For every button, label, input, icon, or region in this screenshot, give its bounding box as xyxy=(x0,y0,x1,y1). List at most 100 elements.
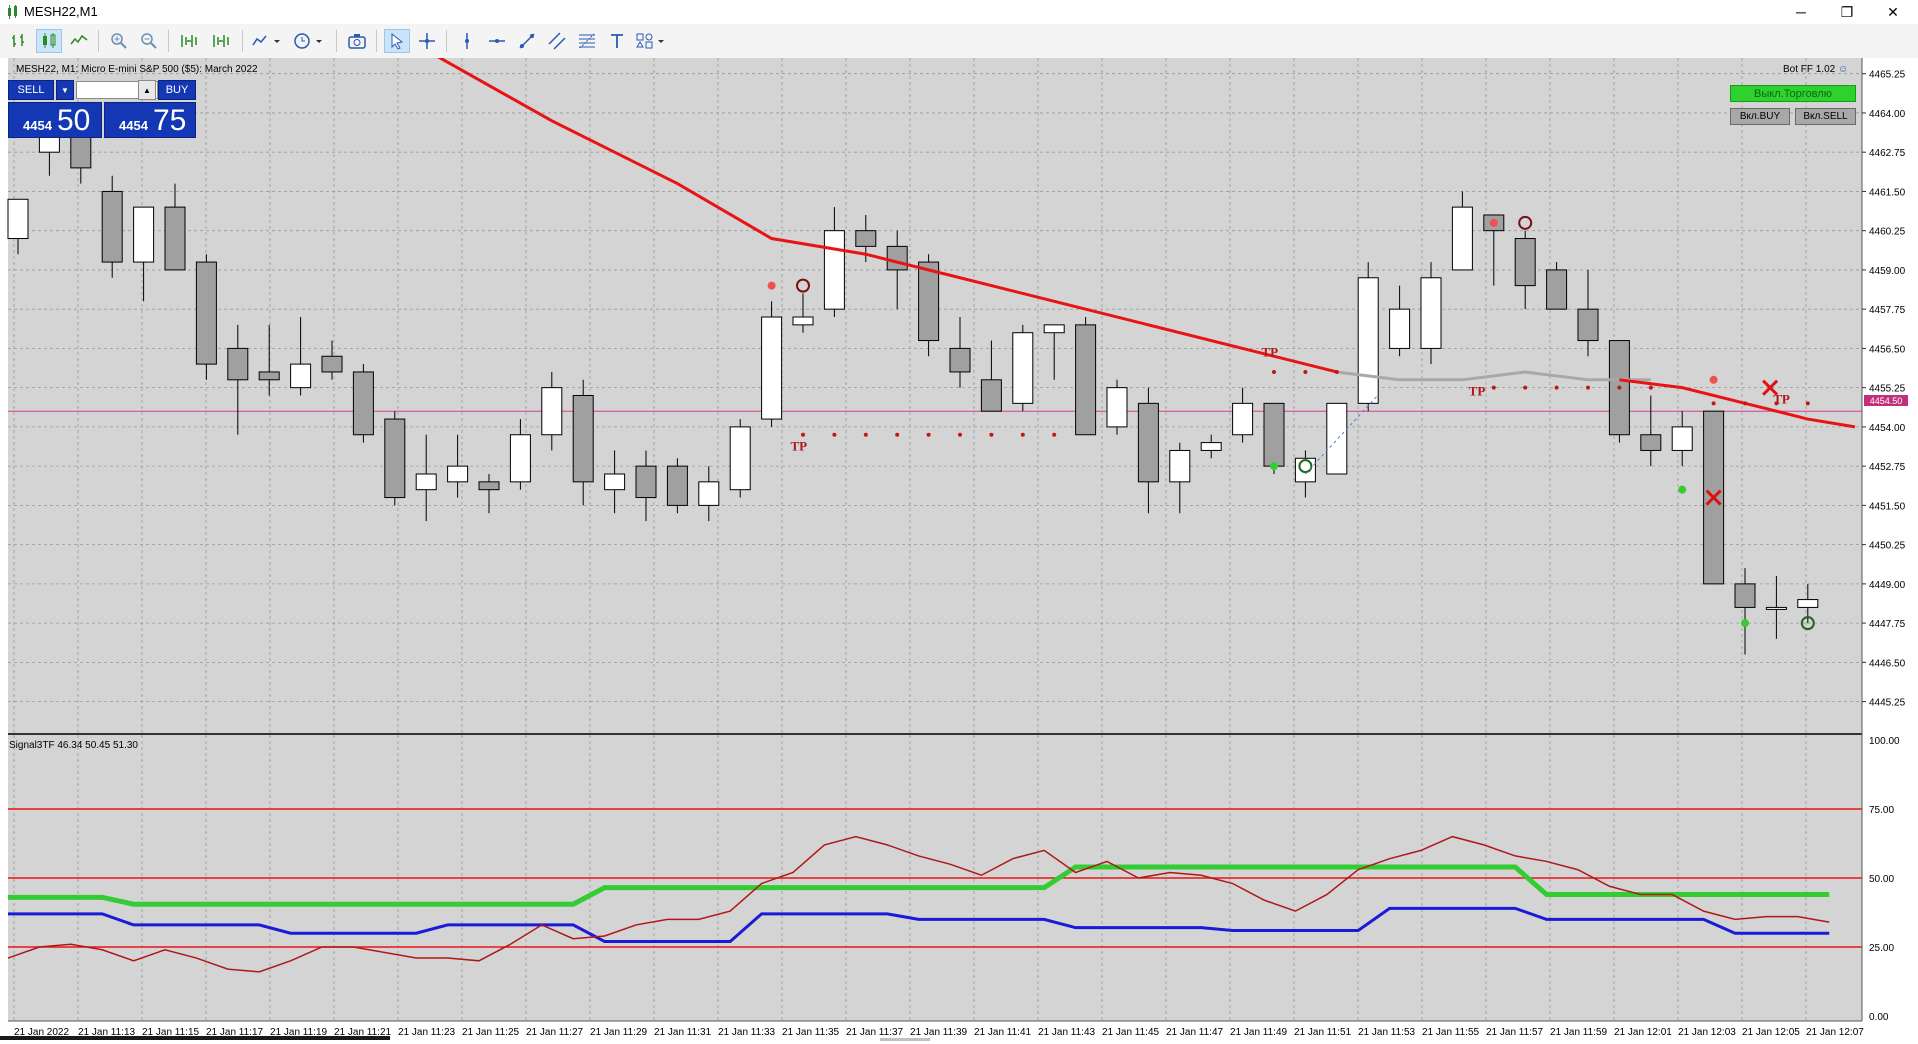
level-dot xyxy=(1272,369,1276,374)
channel-icon xyxy=(548,32,566,50)
price-axis-label: 4447.75 xyxy=(1869,619,1906,630)
one-click-trading-panel: SELL ▼ ▲ BUY 4454 50 4454 75 xyxy=(8,80,196,138)
line-chart-button[interactable] xyxy=(66,29,92,53)
sell-button[interactable]: SELL xyxy=(8,80,54,100)
bot-trading-toggle[interactable]: Выкл.Торговлю xyxy=(1730,85,1856,102)
shapes-button[interactable] xyxy=(634,29,670,53)
candle xyxy=(290,317,312,396)
candle-body-bull xyxy=(7,198,29,240)
candle xyxy=(1577,269,1599,357)
candle-body-bull xyxy=(1326,402,1348,475)
text-icon xyxy=(611,34,623,48)
screenshot-button[interactable] xyxy=(344,29,370,53)
level-dot xyxy=(1648,385,1653,390)
sell-price-box[interactable]: 4454 50 xyxy=(8,102,102,138)
chart-svg[interactable]: 4465.25 4464.00 4462.75 4461.50 4460.25 4459.… xyxy=(0,58,1918,1044)
time-axis-label: 21 Jan 2022 xyxy=(14,1027,69,1038)
time-axis-label: 21 Jan 11:13 xyxy=(78,1027,136,1038)
price-axis-label: 4462.75 xyxy=(1869,148,1906,159)
candle-body-bear xyxy=(1075,324,1097,436)
moving-average-gray xyxy=(1336,370,1651,382)
close-x-icon xyxy=(1705,489,1722,506)
enable-buy-button[interactable]: Вкл.BUY xyxy=(1730,108,1790,125)
candle xyxy=(572,379,594,506)
lot-decrease-button[interactable]: ▼ xyxy=(56,80,74,100)
close-button[interactable]: ✕ xyxy=(1870,0,1916,24)
level-dot xyxy=(989,432,994,437)
candle-body-bear xyxy=(666,465,688,506)
window-title: MESH22,M1 xyxy=(24,4,98,19)
line-chart-icon xyxy=(70,34,88,45)
time-axis-label: 21 Jan 11:17 xyxy=(206,1027,264,1038)
time-axis-label: 21 Jan 11:33 xyxy=(718,1027,776,1038)
minimize-button[interactable]: ─ xyxy=(1778,0,1824,24)
candle-body-bull xyxy=(1765,606,1787,610)
order-marker-icon xyxy=(796,278,810,293)
candlestick-chart-button[interactable] xyxy=(36,29,62,53)
candle-body-bear xyxy=(227,347,249,381)
indicator-axis-label: 50.00 xyxy=(1869,874,1894,885)
lot-size-input[interactable] xyxy=(76,81,158,99)
time-axis-label: 21 Jan 12:05 xyxy=(1742,1027,1800,1038)
buy-price-box[interactable]: 4454 75 xyxy=(104,102,196,138)
zoom-out-button[interactable] xyxy=(136,29,162,53)
restore-icon: ❐ xyxy=(1840,3,1854,20)
smiley-icon: ☺ xyxy=(1838,64,1849,75)
cursor-button[interactable] xyxy=(384,29,410,53)
time-axis-label: 21 Jan 11:19 xyxy=(270,1027,328,1038)
candle-body-bear xyxy=(321,355,343,373)
periods-button[interactable] xyxy=(292,29,328,53)
candle-body-bull xyxy=(509,434,531,483)
chevron-down-icon: ▼ xyxy=(61,85,69,95)
crosshair-button[interactable] xyxy=(414,29,440,53)
candle-body-bear xyxy=(918,261,940,342)
bar-chart-button[interactable] xyxy=(6,29,32,53)
price-axis-label: 4449.00 xyxy=(1869,580,1906,591)
candle-body-bear xyxy=(980,379,1002,412)
indicator-axis-label: 0.00 xyxy=(1869,1012,1889,1023)
restore-button[interactable]: ❐ xyxy=(1824,0,1870,24)
zoom-in-icon xyxy=(111,33,127,49)
lot-increase-button[interactable]: ▲ xyxy=(138,80,156,100)
candle-body-bear xyxy=(1577,308,1599,342)
level-dot xyxy=(1805,401,1810,406)
chart-shift-button[interactable] xyxy=(176,29,202,53)
chevron-up-icon: ▲ xyxy=(143,85,151,95)
level-dot xyxy=(1491,385,1496,390)
candle xyxy=(1765,576,1787,639)
scrollbar-track xyxy=(0,1036,390,1040)
candlestick-icon xyxy=(43,33,56,48)
level-dot xyxy=(958,432,962,437)
trendline-button[interactable] xyxy=(514,29,540,53)
signal-dot-green xyxy=(1270,462,1278,471)
enable-sell-button[interactable]: Вкл.SELL xyxy=(1795,108,1856,125)
candle-body-bull xyxy=(1451,206,1473,271)
candle xyxy=(1169,442,1191,514)
channel-button[interactable] xyxy=(544,29,570,53)
bot-title-text: Bot FF 1.02 xyxy=(1783,64,1836,75)
zoom-in-button[interactable] xyxy=(106,29,132,53)
buy-button[interactable]: BUY xyxy=(158,80,196,100)
vertical-line-button[interactable] xyxy=(454,29,480,53)
time-axis-label: 21 Jan 11:23 xyxy=(398,1027,456,1038)
order-marker-icon xyxy=(1298,459,1313,474)
bot-title: Bot FF 1.02 ☺ xyxy=(1783,64,1848,75)
indicators-button[interactable] xyxy=(250,29,286,53)
scrollbar-thumb xyxy=(880,1038,930,1041)
candle xyxy=(195,254,217,380)
candle-body-bear xyxy=(855,230,877,247)
fibonacci-button[interactable] xyxy=(574,29,600,53)
price-axis-label: 4457.75 xyxy=(1869,305,1906,316)
horizontal-line-button[interactable] xyxy=(484,29,510,53)
indicator-series-green xyxy=(8,864,1830,907)
time-axis-label: 21 Jan 11:27 xyxy=(526,1027,584,1038)
candle xyxy=(164,183,186,271)
chart-window[interactable]: 4465.25 4464.00 4462.75 4461.50 4460.25 4459.… xyxy=(0,58,1918,1044)
candle-body-bear xyxy=(101,190,123,263)
time-axis-label: 21 Jan 12:01 xyxy=(1614,1027,1672,1038)
candle-body-bear xyxy=(478,481,500,491)
text-button[interactable] xyxy=(604,29,630,53)
level-dot xyxy=(801,432,805,437)
auto-scroll-button[interactable] xyxy=(208,29,234,53)
candle xyxy=(133,206,155,302)
